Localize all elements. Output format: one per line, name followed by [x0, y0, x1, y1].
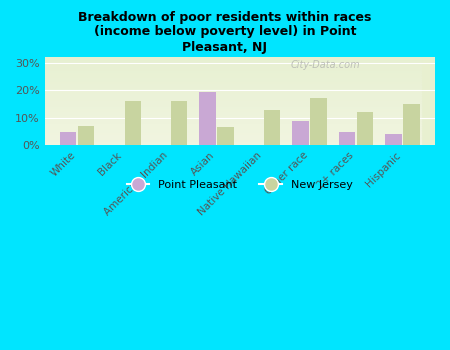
Bar: [45, 117, 421, 119]
Bar: [45, 89, 421, 91]
Bar: [45, 66, 421, 68]
Bar: [264, 110, 280, 146]
Text: City-Data.com: City-Data.com: [291, 60, 360, 70]
Bar: [45, 122, 421, 124]
Bar: [171, 101, 187, 146]
Bar: [45, 106, 421, 108]
Bar: [45, 105, 421, 106]
Bar: [403, 104, 420, 146]
Text: Breakdown of poor residents within races
(income below poverty level) in Point
P: Breakdown of poor residents within races…: [78, 10, 372, 54]
Bar: [45, 57, 421, 59]
Bar: [45, 138, 421, 140]
Bar: [45, 130, 421, 131]
Bar: [45, 85, 421, 87]
Bar: [45, 112, 421, 114]
Bar: [217, 127, 234, 146]
Bar: [357, 112, 373, 146]
Bar: [45, 116, 421, 117]
Bar: [45, 121, 421, 122]
Bar: [45, 92, 421, 94]
Bar: [78, 126, 94, 146]
Bar: [385, 134, 401, 146]
Bar: [45, 131, 421, 133]
Bar: [45, 94, 421, 96]
Bar: [45, 59, 421, 61]
Bar: [199, 92, 216, 146]
Bar: [45, 114, 421, 116]
Bar: [45, 73, 421, 75]
Bar: [60, 132, 76, 146]
Bar: [45, 91, 421, 92]
Bar: [45, 101, 421, 103]
Bar: [45, 82, 421, 84]
Bar: [292, 121, 309, 146]
Bar: [45, 64, 421, 66]
Bar: [45, 96, 421, 98]
Bar: [45, 128, 421, 130]
Bar: [45, 126, 421, 128]
Bar: [45, 133, 421, 135]
Bar: [45, 142, 421, 144]
Bar: [45, 144, 421, 146]
Bar: [45, 87, 421, 89]
Bar: [45, 119, 421, 121]
Bar: [45, 69, 421, 71]
Bar: [45, 99, 421, 101]
Bar: [45, 103, 421, 105]
Bar: [45, 71, 421, 73]
Bar: [45, 124, 421, 126]
Legend: Point Pleasant, New Jersey: Point Pleasant, New Jersey: [123, 176, 357, 195]
Bar: [45, 136, 421, 138]
Bar: [45, 61, 421, 62]
Bar: [45, 75, 421, 76]
Bar: [45, 140, 421, 142]
Bar: [45, 62, 421, 64]
Bar: [45, 78, 421, 80]
Bar: [125, 101, 141, 146]
Bar: [45, 108, 421, 110]
Bar: [45, 80, 421, 82]
Bar: [45, 135, 421, 136]
Bar: [339, 132, 355, 146]
Bar: [45, 110, 421, 112]
Bar: [45, 98, 421, 99]
Bar: [310, 98, 327, 146]
Bar: [45, 84, 421, 85]
Bar: [45, 76, 421, 78]
Bar: [45, 68, 421, 69]
